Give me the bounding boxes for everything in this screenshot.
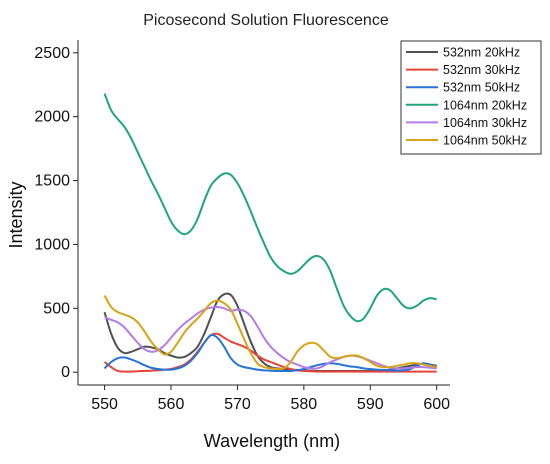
x-tick-label: 560 xyxy=(158,396,185,413)
x-tick-label: 550 xyxy=(91,396,118,413)
series-line-1064nm-20khz xyxy=(103,93,437,323)
x-tick-label: 580 xyxy=(291,396,318,413)
plot-area xyxy=(77,40,450,386)
x-tick-label: 590 xyxy=(357,396,384,413)
legend-label-532nm-20khz: 532nm 20kHz xyxy=(443,46,520,60)
legend-label-1064nm-50khz: 1064nm 50kHz xyxy=(443,134,527,148)
legend-label-532nm-50khz: 532nm 50kHz xyxy=(443,81,520,95)
series-lines xyxy=(103,93,438,373)
x-tick-label: 600 xyxy=(423,396,450,413)
x-tick-label: 570 xyxy=(224,396,251,413)
legend: 532nm 20kHz 532nm 30kHz 532nm 50kHz 1064nm … xyxy=(400,40,542,155)
legend-label-1064nm-30khz: 1064nm 30kHz xyxy=(443,116,527,130)
legend-label-1064nm-20khz: 1064nm 20kHz xyxy=(443,98,527,112)
series-line-1064nm-30khz xyxy=(104,306,437,370)
y-ticks: 0 500 1000 1500 2000 2500 xyxy=(34,45,78,381)
y-tick-label: 500 xyxy=(43,300,70,317)
y-tick-label: 2000 xyxy=(34,109,70,126)
y-axis-label: Intensity xyxy=(6,181,26,248)
y-tick-label: 1500 xyxy=(34,173,70,190)
series-line-1064nm-50khz xyxy=(103,295,437,371)
x-axis-label: Wavelength (nm) xyxy=(204,431,340,451)
y-tick-label: 1000 xyxy=(34,236,70,253)
y-tick-label: 2500 xyxy=(34,45,70,62)
x-ticks: 550 560 570 580 590 600 xyxy=(91,385,450,413)
legend-label-532nm-30khz: 532nm 30kHz xyxy=(443,63,520,77)
series-line-532nm-20khz xyxy=(103,292,437,372)
legend-box xyxy=(400,40,542,155)
chart-title: Picosecond Solution Fluorescence xyxy=(143,12,389,29)
series-line-532nm-50khz xyxy=(103,333,438,372)
y-tick-label: 0 xyxy=(61,364,70,381)
